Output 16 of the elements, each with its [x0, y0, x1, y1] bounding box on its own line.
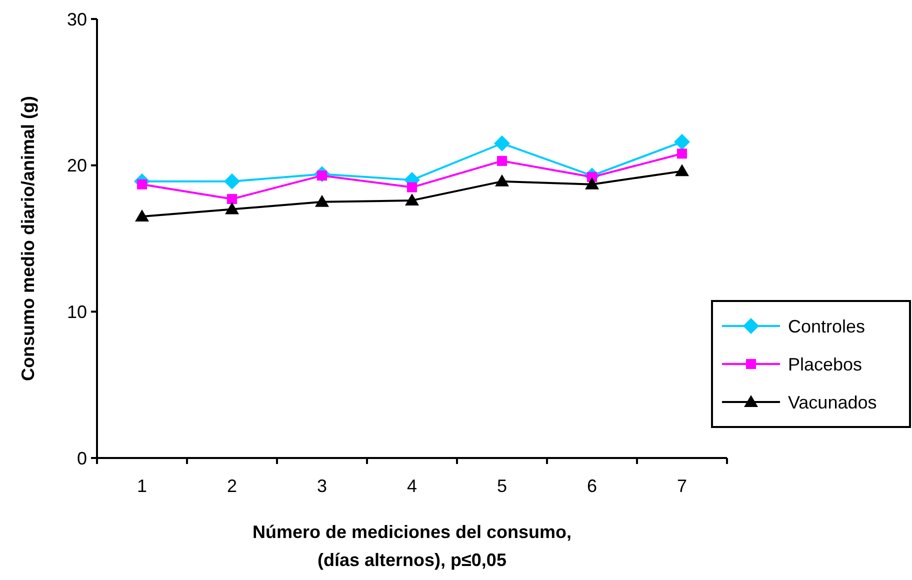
x-tick-label: 3 [316, 476, 328, 496]
x-tick-label: 6 [586, 476, 598, 496]
legend-label: Controles [788, 316, 866, 336]
y-tick-label: 30 [66, 9, 87, 30]
legend-label: Vacunados [788, 392, 877, 412]
x-tick-label: 2 [226, 476, 238, 496]
y-axis-title: Consumo medio diario/animal (g) [18, 96, 38, 382]
x-tick-label: 7 [676, 476, 688, 496]
y-tick-label: 0 [76, 448, 87, 468]
x-tick-label: 5 [496, 476, 508, 496]
y-tick-label: 20 [66, 156, 87, 176]
x-tick-label: 1 [136, 476, 148, 496]
x-tick-label: 4 [406, 476, 418, 496]
y-tick-label: 10 [66, 302, 87, 322]
x-axis-title: Número de mediciones del consumo, (días alternos), p≤0,05 [252, 522, 572, 570]
legend-label: Placebos [788, 354, 862, 374]
